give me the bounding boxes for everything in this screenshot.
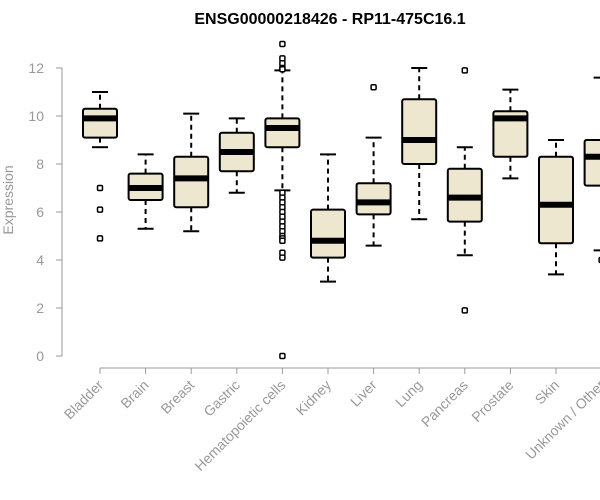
y-axis: 0 2 4 6 8 10 12 bbox=[28, 60, 63, 364]
outlier-point bbox=[279, 352, 286, 360]
x-tick-label: Liver bbox=[347, 377, 380, 410]
iqr-box bbox=[492, 110, 529, 158]
y-axis-label: Expression bbox=[0, 165, 16, 234]
outlier-point bbox=[370, 83, 377, 91]
x-tick-label: Unknown / Other bbox=[522, 377, 600, 463]
outlier-point bbox=[96, 206, 104, 213]
iqr-box bbox=[82, 107, 118, 139]
iqr-box bbox=[401, 98, 438, 165]
x-tick-label: Kidney bbox=[293, 377, 335, 419]
outlier-point bbox=[279, 65, 286, 73]
iqr-box bbox=[583, 139, 600, 187]
iqr-box bbox=[264, 117, 301, 149]
y-tick-label: 8 bbox=[36, 156, 44, 172]
iqr-box bbox=[173, 155, 210, 209]
outlier-point bbox=[96, 184, 104, 192]
y-tick-label: 10 bbox=[28, 108, 44, 124]
iqr-box bbox=[355, 182, 392, 216]
y-tick-label: 12 bbox=[28, 60, 44, 76]
iqr-box bbox=[538, 155, 574, 245]
outlier-point bbox=[96, 235, 104, 242]
box-group bbox=[173, 112, 210, 233]
box-group bbox=[583, 76, 600, 264]
box-group bbox=[218, 117, 255, 194]
box-group bbox=[401, 67, 438, 221]
y-tick-label: 0 bbox=[36, 348, 44, 364]
y-tick-label: 4 bbox=[36, 252, 44, 268]
box-group bbox=[538, 139, 574, 276]
boxes-group bbox=[82, 40, 600, 360]
y-tick-label: 6 bbox=[36, 204, 44, 220]
x-tick-label: Brain bbox=[117, 377, 151, 411]
outlier-point bbox=[461, 67, 469, 74]
box-group bbox=[82, 91, 118, 242]
x-tick-label: Pancreas bbox=[418, 377, 471, 430]
box-group bbox=[355, 83, 392, 247]
box-group bbox=[446, 67, 483, 314]
x-tick-label: Lung bbox=[392, 377, 425, 410]
y-tick-label: 2 bbox=[36, 300, 44, 316]
outlier-point bbox=[279, 254, 286, 261]
x-tick-label: Gastric bbox=[200, 377, 243, 420]
x-tick-label: Skin bbox=[532, 377, 563, 408]
x-tick-label: Breast bbox=[157, 377, 197, 417]
box-group bbox=[264, 40, 301, 360]
x-tick-label: Prostate bbox=[468, 377, 516, 425]
x-tick-label: Hematopoietic cells bbox=[191, 377, 288, 474]
box-group bbox=[310, 153, 346, 283]
box-group bbox=[127, 153, 164, 230]
chart-title: ENSG00000218426 - RP11-475C16.1 bbox=[194, 11, 465, 28]
outlier-point bbox=[279, 237, 286, 245]
outlier-point bbox=[461, 307, 469, 314]
outlier-point bbox=[279, 40, 286, 48]
iqr-box bbox=[310, 208, 346, 259]
box-group bbox=[492, 88, 529, 180]
x-tick-label: Bladder bbox=[61, 377, 107, 423]
